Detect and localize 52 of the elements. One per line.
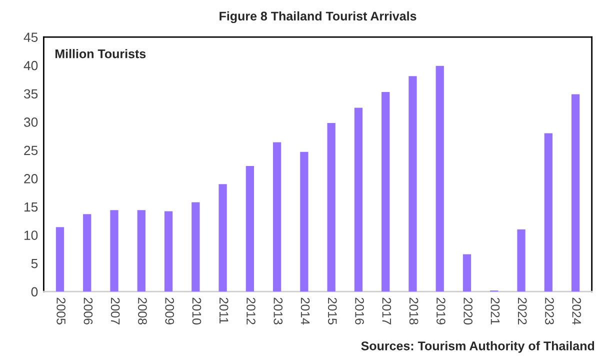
y-tick-label: 25	[24, 146, 38, 156]
bar	[246, 166, 254, 292]
bar	[571, 94, 580, 292]
x-tick-label: 2007	[110, 298, 120, 324]
x-tick-label: 2010	[192, 298, 202, 324]
bar	[300, 152, 308, 292]
bar	[327, 123, 336, 292]
x-tick-label: 2013	[274, 298, 283, 324]
bar	[354, 108, 363, 292]
x-tick-label: 2011	[219, 298, 228, 324]
x-tick-label: 2015	[328, 298, 337, 324]
bar	[272, 142, 282, 292]
bar	[110, 210, 118, 292]
bar	[436, 66, 444, 292]
bar	[56, 227, 64, 292]
x-tick-label: 2021	[490, 298, 500, 324]
y-tick-label: 35	[24, 89, 38, 99]
x-tick-label: 2018	[409, 298, 418, 324]
x-tick-label: 2014	[300, 298, 310, 325]
bar	[462, 254, 472, 292]
source-note: Sources: Tourism Authority of Thailand	[361, 341, 594, 353]
bar	[164, 211, 173, 292]
x-tick-label: 2024	[572, 298, 582, 325]
chart-title: Figure 8 Thailand Tourist Arrivals	[220, 11, 416, 24]
bar	[218, 184, 227, 292]
x-tick-label: 2023	[545, 298, 554, 324]
x-tick-label: 2006	[84, 298, 93, 324]
x-tick-label: 2012	[246, 298, 256, 324]
y-tick-label: 5	[31, 259, 38, 268]
x-tick-label: 2009	[165, 298, 174, 324]
bar	[517, 229, 526, 292]
y-axis-title: Million Tourists	[56, 49, 146, 58]
x-tick-label: 2020	[464, 298, 472, 324]
x-tick-label: 2005	[56, 298, 66, 324]
x-tick-label: 2022	[518, 298, 527, 324]
bar	[83, 214, 92, 292]
bar	[408, 76, 417, 292]
y-tick-label: 20	[24, 174, 38, 184]
x-tick-label: 2017	[382, 298, 392, 324]
y-tick-label: 10	[24, 230, 38, 240]
x-tick-label: 2019	[436, 298, 446, 324]
y-tick-label: 0	[31, 287, 38, 297]
bar	[544, 133, 552, 292]
bar	[137, 210, 146, 292]
x-tick-label: 2008	[138, 298, 147, 324]
y-tick-label: 45	[24, 32, 38, 42]
y-tick-label: 30	[24, 117, 38, 127]
y-tick-label: 40	[24, 60, 38, 70]
bar	[192, 202, 200, 292]
x-tick-label: 2016	[355, 298, 364, 324]
y-tick-label: 15	[24, 202, 38, 212]
bar	[382, 92, 390, 292]
